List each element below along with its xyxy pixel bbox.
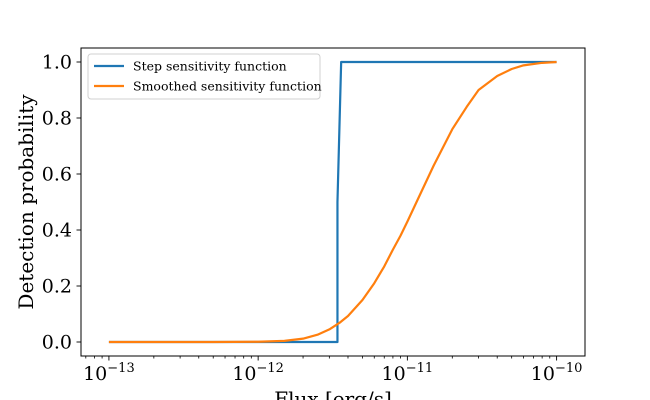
x-axis-label: Flux [erg/s]: [274, 387, 392, 400]
legend-label-1: Step sensitivity function: [133, 59, 287, 74]
y-tick-label: 0.2: [42, 276, 72, 298]
x-tick-label: 10−12: [232, 361, 284, 385]
x-axis: 10−13 10−12 10−11 10−10: [83, 356, 582, 385]
y-axis-label: Detection probability: [14, 94, 38, 310]
legend-label-2: Smoothed sensitivity function: [133, 79, 322, 94]
y-tick-label: 0.4: [42, 220, 72, 242]
y-tick-label: 0.6: [42, 164, 72, 186]
legend: Step sensitivity function Smoothed sensit…: [87, 53, 322, 100]
x-tick-label: 10−13: [83, 361, 135, 385]
y-tick-label: 0.8: [42, 108, 72, 130]
y-tick-label: 0.0: [42, 332, 72, 354]
series-line-1: [108, 60, 557, 344]
series-line-2: [108, 60, 557, 344]
y-tick-label: 1.0: [42, 52, 72, 74]
plot-lines: [108, 60, 557, 344]
y-axis: 0.0 0.2 0.4 0.6 0.8 1.0: [42, 52, 81, 354]
x-tick-label: 10−11: [382, 361, 434, 385]
legend-box: [87, 53, 321, 100]
plot-frame: [80, 47, 586, 357]
x-tick-label: 10−10: [531, 361, 583, 385]
